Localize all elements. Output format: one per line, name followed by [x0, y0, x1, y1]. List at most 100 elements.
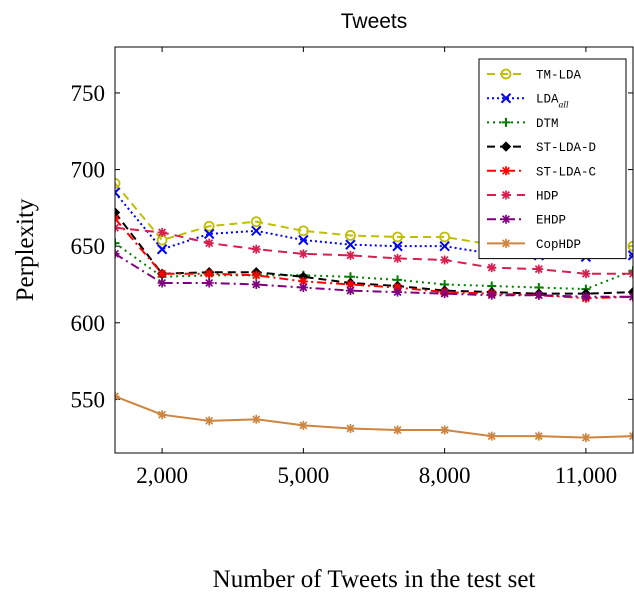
y-tick-label: 600 — [71, 311, 106, 336]
data-point — [251, 225, 262, 237]
data-point — [115, 238, 120, 248]
legend-marker — [501, 117, 511, 127]
data-point — [487, 263, 497, 273]
data-point — [115, 177, 121, 189]
legend-label: EHDP — [536, 214, 566, 228]
data-point — [251, 414, 261, 424]
series-cophdp — [115, 391, 633, 443]
data-point — [392, 231, 403, 243]
data-point — [203, 228, 215, 240]
data-point — [581, 269, 591, 279]
series-layer — [115, 177, 633, 443]
series-line-dtm — [115, 242, 633, 291]
legend-item-st-lda-d: ST-LDA-D — [487, 141, 596, 155]
data-point — [627, 240, 633, 252]
data-point — [115, 207, 121, 218]
data-point — [534, 290, 544, 300]
data-point — [627, 286, 633, 298]
data-point — [393, 425, 403, 435]
data-point — [487, 290, 497, 300]
data-point — [157, 410, 167, 420]
chart-title: Tweets — [341, 10, 408, 33]
legend-label: CopHDP — [536, 238, 581, 252]
data-point — [203, 220, 215, 232]
data-point — [204, 278, 214, 288]
y-tick-label: 650 — [71, 234, 106, 259]
data-point — [251, 244, 261, 254]
data-point — [115, 187, 121, 198]
data-point — [250, 216, 262, 228]
series-line-hdp — [115, 226, 633, 275]
data-point — [298, 276, 308, 286]
legend-marker — [501, 190, 511, 200]
data-point — [345, 423, 355, 433]
data-point — [345, 279, 355, 289]
legend-label: ST-LDA-C — [536, 165, 596, 179]
legend-marker — [501, 166, 511, 176]
y-axis: 550 600 650 700 750 — [71, 81, 633, 412]
data-point — [440, 289, 450, 299]
legend-label: DTM — [536, 117, 559, 131]
x-tick-label: 8,000 — [419, 463, 471, 488]
series-line-ehdp — [115, 252, 633, 298]
y-axis-label: Perplexity — [12, 198, 39, 301]
data-point — [487, 431, 497, 441]
data-point — [345, 239, 356, 250]
data-point — [534, 264, 544, 274]
data-point — [440, 425, 450, 435]
legend-marker — [501, 238, 511, 248]
legend-item-st-lda-c: ST-LDA-C — [487, 165, 596, 179]
legend-label: HDP — [536, 190, 559, 204]
data-point — [156, 234, 168, 246]
data-point — [156, 244, 168, 255]
legend-label: ST-LDA-D — [536, 141, 596, 155]
legend-item-ehdp: EHDP — [487, 214, 566, 228]
data-point — [298, 420, 308, 430]
x-tick-label: 5,000 — [277, 463, 329, 488]
data-point — [439, 231, 451, 243]
data-point — [345, 230, 356, 241]
data-point — [298, 234, 309, 246]
data-point — [439, 240, 450, 252]
data-point — [392, 240, 403, 252]
data-point — [393, 287, 403, 297]
legend-marker — [500, 92, 512, 104]
legend-item-tm-lda: TM-LDA — [487, 69, 582, 83]
legend-item-hdp: HDP — [487, 190, 559, 204]
series-ehdp — [115, 249, 633, 302]
x-tick-label: 2,000 — [136, 463, 188, 488]
legend-item-dtm: DTM — [487, 117, 559, 131]
legend-item-cophdp: CopHDP — [487, 238, 581, 252]
data-point — [251, 279, 261, 289]
data-point — [393, 253, 403, 263]
y-tick-label: 750 — [71, 81, 106, 106]
data-point — [204, 416, 214, 426]
series-line-st-lda-d — [115, 211, 633, 295]
data-point — [345, 250, 355, 260]
data-point — [298, 249, 308, 259]
legend-marker — [501, 214, 511, 224]
series-hdp — [115, 223, 633, 279]
data-point — [298, 283, 308, 293]
data-point — [627, 250, 633, 261]
data-point — [157, 278, 167, 288]
legend-label: TM-LDA — [536, 69, 582, 83]
legend-marker — [500, 141, 512, 152]
legend: TM-LDALDAallDTMST-LDA-DST-LDA-CHDPEHDPCo… — [478, 58, 627, 260]
data-point — [345, 286, 355, 296]
legend-marker — [500, 68, 512, 80]
data-point — [534, 431, 544, 441]
y-tick-label: 550 — [71, 387, 106, 412]
x-tick-label: 11,000 — [555, 463, 617, 488]
data-point — [297, 225, 309, 237]
data-point — [204, 238, 214, 248]
data-point — [581, 292, 591, 302]
data-point — [251, 270, 261, 280]
x-axis: 2,000 5,000 8,000 11,000 — [136, 47, 617, 488]
series-line-cophdp — [115, 395, 633, 439]
x-axis-label: Number of Tweets in the test set — [213, 566, 536, 593]
data-point — [157, 269, 167, 279]
data-point — [581, 433, 591, 443]
data-point — [393, 283, 403, 293]
